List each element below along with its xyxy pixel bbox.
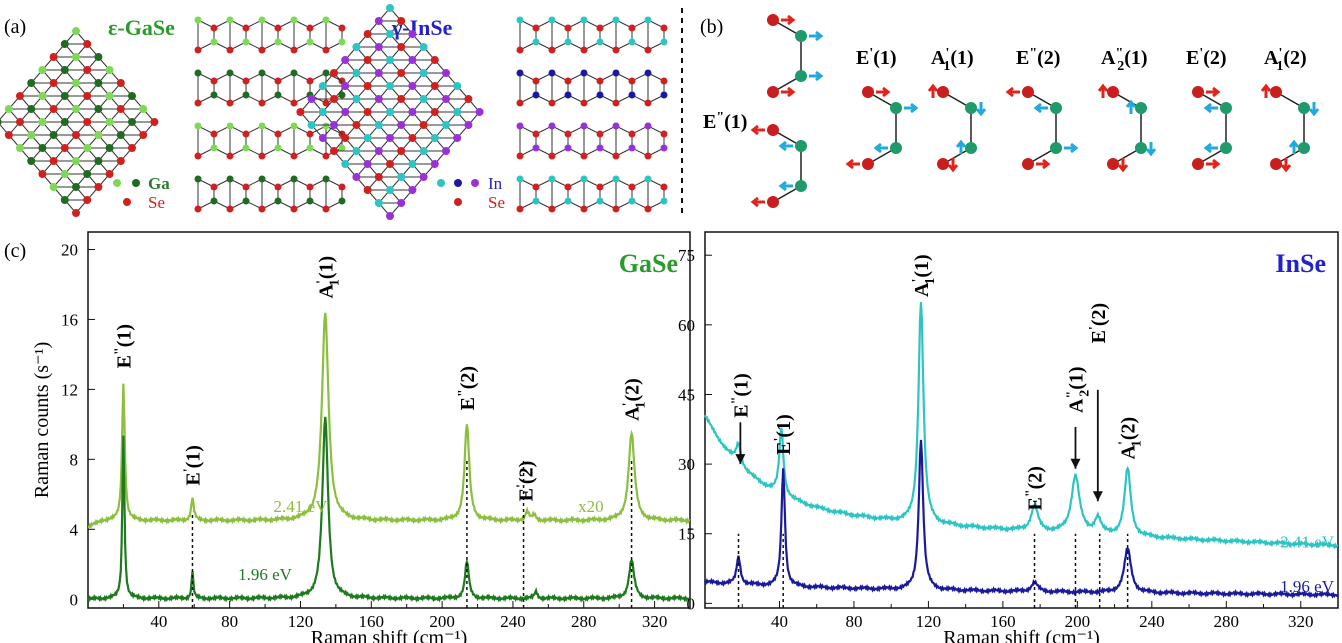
vibrational-modes-panel: E"(1) E'(1) A' 1(1) E"(2) A" 2(1) E'(2) A' 1(2) <box>703 14 1320 208</box>
y-tick-label: 75 <box>678 246 695 265</box>
x-tick-label: 40 <box>771 612 788 631</box>
x-axis-label: Raman shift (cm⁻¹) <box>943 627 1100 643</box>
panel-label-b: (b) <box>700 16 723 38</box>
mode-label-e2-2: E"(2) <box>1016 46 1060 69</box>
peak-label: E'(1) <box>772 414 795 455</box>
gase-top-view <box>0 27 159 217</box>
gase-legend: Ga Se <box>113 174 170 212</box>
x-tick-label: 240 <box>1139 612 1165 631</box>
scale-annotation: x20 <box>578 497 604 516</box>
plot-frame <box>704 231 1339 609</box>
panel-label-a: (a) <box>4 16 26 38</box>
series-line-0 <box>703 302 1339 550</box>
x-tick-label: 80 <box>221 612 238 631</box>
peak-label: E'(2) <box>1087 303 1110 344</box>
x-tick-label: 160 <box>990 612 1016 631</box>
gase-raman-chart: 40 80 120 160 200 240 280 320 0 4 8 12 16 20 E"(1) E'(1… <box>31 231 691 643</box>
series-label-1.96ev: 1.96 eV <box>1280 577 1335 596</box>
peak-label: A"2(1) <box>1064 366 1092 413</box>
mode-label-a1-1: A' 1(1) <box>931 46 974 74</box>
y-tick-label: 15 <box>678 525 695 544</box>
y-tick-label: 0 <box>70 590 79 609</box>
mode-label-e2-1: E"(1) <box>703 110 747 133</box>
inse-legend: In Se <box>437 174 505 212</box>
chart-title: GaSe <box>619 249 678 278</box>
mode-label-e1-1: E'(1) <box>856 46 897 69</box>
series-line-1 <box>87 416 691 603</box>
y-tick-label: 20 <box>61 240 78 259</box>
series-label-2.41ev: 2.41 eV <box>274 497 329 516</box>
mode-label-a2-1: A" 2(1) <box>1101 46 1148 74</box>
x-tick-label: 40 <box>150 612 167 631</box>
series-line-1 <box>704 439 1339 599</box>
inse-raman-chart: 40 80 120 160 200 240 280 320 0 15 30 45 60 75 E"(1) E'… <box>678 231 1339 643</box>
peak-label: E"(2) <box>1024 466 1047 510</box>
peak-label: E'(2) <box>514 461 537 502</box>
peak-arrow-head <box>735 454 746 465</box>
y-tick-label: 0 <box>687 594 696 613</box>
x-tick-label: 160 <box>359 612 385 631</box>
x-tick-label: 120 <box>916 612 942 631</box>
inse-top-view <box>296 4 484 220</box>
chart-title: InSe <box>1275 249 1326 278</box>
peak-label: A'1(2) <box>1117 417 1145 460</box>
x-axis-label: Raman shift (cm⁻¹) <box>311 627 468 643</box>
legend-se-label-inse: Se <box>488 193 505 212</box>
y-tick-label: 45 <box>678 385 695 404</box>
legend-ga-label: Ga <box>148 174 170 193</box>
x-tick-label: 280 <box>571 612 597 631</box>
x-tick-label: 240 <box>500 612 526 631</box>
peak-label: E"(1) <box>729 373 752 417</box>
series-label-1.96ev: 1.96 eV <box>238 565 293 584</box>
x-tick-label: 320 <box>642 612 668 631</box>
y-tick-label: 4 <box>70 520 79 539</box>
x-tick-label: 320 <box>1288 612 1314 631</box>
legend-se-label-gase: Se <box>148 193 165 212</box>
x-tick-label: 200 <box>1065 612 1091 631</box>
peak-label: A'1(1) <box>910 254 938 297</box>
crystal-structures-panel: ε-GaSe γ-InSe Ga Se In Se <box>0 4 683 220</box>
x-tick-label: 80 <box>845 612 862 631</box>
peak-label: E"(1) <box>112 324 135 368</box>
y-axis-label: Raman counts (s⁻¹) <box>31 342 53 499</box>
panel-label-c: (c) <box>4 240 26 262</box>
x-tick-label: 280 <box>1214 612 1240 631</box>
series-line-0 <box>87 312 691 529</box>
series-label-2.41ev: 2.41 eV <box>1280 533 1335 552</box>
peak-label: A'1(1) <box>314 256 342 299</box>
y-tick-label: 60 <box>678 316 695 335</box>
y-tick-label: 30 <box>678 455 695 474</box>
gase-structure-title: ε-GaSe <box>108 15 175 40</box>
gase-side-view <box>194 16 346 213</box>
y-tick-label: 8 <box>70 450 79 469</box>
peak-label: E"(2) <box>456 366 479 410</box>
peak-arrow-head <box>1070 458 1081 469</box>
peak-label: A'1(2) <box>621 378 649 421</box>
peak-arrow-head <box>1092 491 1103 502</box>
peak-label: E'(1) <box>181 445 204 486</box>
mode-label-e1-2: E'(2) <box>1186 46 1227 69</box>
inse-side-view <box>516 16 668 213</box>
y-tick-label: 16 <box>61 310 78 329</box>
x-tick-label: 200 <box>429 612 455 631</box>
x-tick-label: 120 <box>288 612 314 631</box>
plot-frame <box>87 231 691 609</box>
y-tick-label: 12 <box>61 380 78 399</box>
legend-in-label: In <box>488 174 503 193</box>
mode-label-a1-2: A' 1(2) <box>1264 46 1307 74</box>
